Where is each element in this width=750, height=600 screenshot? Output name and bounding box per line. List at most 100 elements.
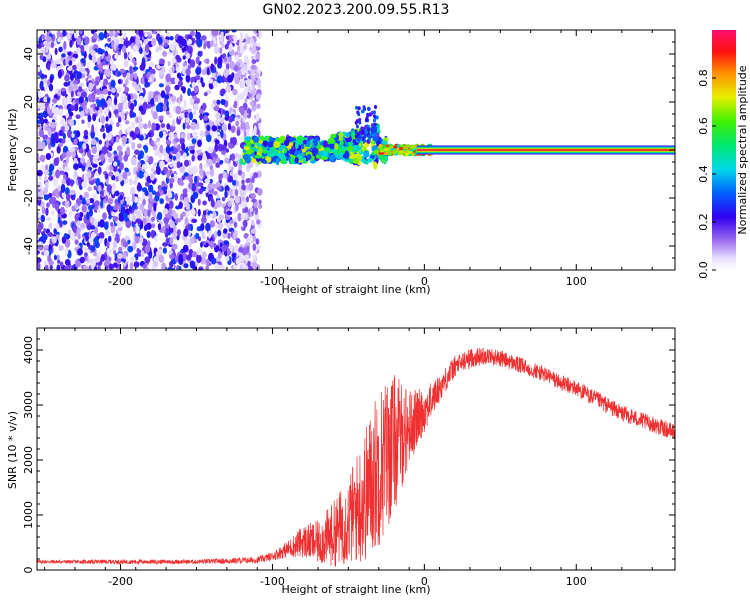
spectrogram-cell	[73, 138, 78, 146]
spectrogram-cell	[100, 199, 104, 209]
spectrogram-cell	[195, 31, 202, 40]
spectrogram-cell	[86, 159, 91, 167]
spectrogram-cell	[358, 120, 362, 125]
spectrogram-cell	[220, 88, 226, 95]
spectrogram-cell	[370, 123, 374, 128]
spectrogram-cell	[106, 241, 110, 248]
spectrogram-cell	[399, 146, 403, 151]
spectrogram-cell	[169, 36, 174, 41]
spectrogram-cell	[191, 218, 198, 223]
spectrogram-cell	[57, 30, 61, 39]
spectrogram-cell	[87, 114, 92, 123]
spectrogram-cell	[258, 84, 262, 90]
spectrogram-cell	[136, 247, 140, 254]
spectrogram-cell	[66, 33, 71, 40]
spectrogram-cell	[114, 53, 119, 60]
spectrogram-cell	[42, 56, 47, 63]
spectrogram-cell	[233, 100, 238, 108]
spectrogram-cell	[187, 88, 192, 97]
spectrogram-cell	[222, 171, 227, 179]
spectrogram-cell	[169, 254, 175, 260]
spectrogram-cell	[370, 140, 375, 145]
spectrogram-cell	[219, 30, 226, 33]
spectrogram-cell	[95, 141, 100, 149]
spectrogram-cell	[112, 240, 118, 247]
spectrogram-cell	[137, 182, 142, 191]
spectrogram-cell	[46, 53, 52, 60]
spectrogram-cell	[110, 87, 116, 94]
snr-y-tick-label: 3000	[22, 391, 35, 419]
spectrogram-cell	[74, 169, 78, 177]
spectrogram-cell	[176, 144, 181, 152]
spectrogram-y-tick-label: 40	[22, 47, 35, 61]
colorbar-tick-label: 0.2	[697, 213, 710, 231]
spectrogram-cell	[78, 176, 82, 186]
spectrogram-cell	[158, 254, 165, 263]
spectrogram-cell	[37, 132, 40, 137]
spectrogram-cell	[76, 220, 81, 227]
spectrogram-cell	[67, 66, 73, 72]
spectrogram-cell	[124, 217, 130, 222]
spectrogram-cell	[158, 131, 164, 138]
spectrogram-cell	[396, 144, 401, 148]
spectrogram-cell	[144, 32, 149, 38]
spectrogram-cell	[376, 133, 380, 138]
spectrogram-cell	[236, 129, 241, 136]
spectrogram-cell	[95, 254, 101, 263]
spectrogram-cell	[215, 112, 221, 119]
spectrogram-cell	[133, 72, 138, 80]
spectrogram-cell	[165, 213, 171, 219]
spectrogram-cell	[132, 93, 138, 102]
spectrogram-cell	[76, 36, 81, 46]
spectrogram-cell	[166, 87, 170, 97]
spectrogram-cell	[314, 136, 320, 142]
spectrogram-cell	[48, 163, 55, 172]
spectrogram-cell	[246, 196, 249, 203]
spectrogram-cell	[58, 245, 64, 251]
spectrogram-cell	[150, 68, 156, 75]
spectrogram-cell	[269, 146, 275, 154]
spectrogram-cell	[61, 139, 66, 144]
spectrogram-cell	[373, 118, 377, 123]
spectrogram-cell	[250, 193, 256, 200]
spectrogram-cell	[84, 36, 90, 45]
spectrogram-cell	[151, 37, 157, 47]
spectrogram-cell	[192, 95, 198, 100]
spectrogram-cell	[112, 262, 118, 269]
spectrogram-cell	[287, 142, 295, 147]
spectrogram-cell	[86, 211, 90, 221]
spectrogram-cell	[192, 191, 199, 199]
spectrogram-cell	[67, 107, 72, 115]
spectrogram-cell	[56, 234, 60, 239]
spectrogram-cell	[232, 88, 238, 96]
spectrogram-cell	[367, 106, 370, 111]
spectrogram-cell	[197, 208, 201, 217]
spectrogram-cell	[62, 220, 68, 225]
spectrogram-cell	[180, 112, 185, 119]
spectrogram-cell	[49, 260, 55, 266]
spectrogram-cell	[44, 249, 50, 257]
spectrogram-cell	[168, 187, 171, 195]
spectrogram-cell	[244, 206, 249, 213]
spectrogram-cell	[214, 105, 220, 112]
spectrogram-cell	[52, 97, 58, 104]
spectrogram-cell	[408, 150, 413, 155]
spectrogram-cell	[139, 47, 143, 55]
spectrogram-cell	[104, 46, 109, 51]
spectrogram-cell	[43, 228, 47, 233]
spectrogram-cell	[107, 97, 112, 106]
spectrogram-cell	[245, 121, 250, 130]
spectrogram-cell	[68, 59, 73, 66]
spectrogram-cell	[131, 58, 136, 64]
spectrogram-cell	[167, 61, 171, 67]
spectrogram-cell	[133, 261, 140, 268]
spectrogram-cell	[199, 50, 203, 57]
spectrogram-cell	[247, 234, 254, 243]
spectrogram-cell	[186, 132, 191, 141]
spectrogram-cell	[46, 137, 51, 145]
spectrogram-cell	[244, 136, 252, 141]
spectrogram-cell	[150, 139, 154, 147]
spectrogram-cell	[216, 193, 220, 199]
spectrogram-cell	[138, 170, 144, 179]
spectrogram-cell	[247, 260, 251, 268]
